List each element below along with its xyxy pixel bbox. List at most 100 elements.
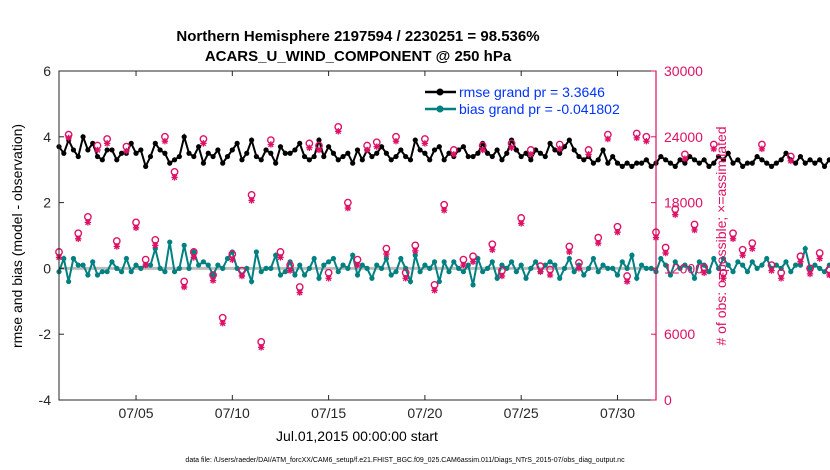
rmse-point (244, 150, 250, 156)
legend-box (420, 80, 648, 120)
bias-point (764, 255, 770, 262)
obs-assimilated-point (749, 245, 756, 252)
bias-point (744, 269, 751, 275)
obs-assimilated-point (546, 271, 554, 279)
bias-point (561, 265, 568, 271)
rmse-point (634, 160, 640, 166)
legend-rmse-label: rmse grand pr = 3.3646 (459, 84, 605, 100)
bias-point (480, 269, 486, 275)
rmse-point (75, 153, 81, 160)
rmse-point (489, 153, 495, 160)
obs-assimilated-point (363, 146, 371, 154)
rmse-point (484, 150, 491, 156)
rmse-point (499, 157, 505, 163)
obs-assimilated-point (440, 207, 448, 214)
bias-point (90, 259, 96, 265)
rmse-point (191, 153, 197, 160)
y-right-tick-label: 12000 (664, 260, 703, 276)
bias-point (205, 262, 211, 268)
rmse-point (176, 153, 182, 160)
rmse-point (773, 160, 779, 166)
obs-assimilated-point (662, 249, 669, 257)
obs-assimilated-point (238, 272, 246, 280)
rmse-point (701, 157, 707, 163)
rmse-point (85, 147, 91, 153)
bias-point (581, 272, 587, 278)
bias-point (224, 255, 231, 262)
rmse-point (817, 157, 823, 163)
bias-point (123, 255, 130, 262)
rmse-point (427, 157, 433, 163)
obs-assimilated-point (826, 271, 830, 279)
obs-assimilated-point (306, 144, 313, 151)
bias-point (682, 262, 688, 268)
bias-point (667, 272, 674, 278)
obs-possible-point (690, 220, 699, 229)
obs-assimilated-point (315, 146, 323, 154)
y-left-tick-label: 6 (43, 63, 51, 79)
bias-point (677, 265, 683, 271)
data-file-footer: data file: /Users/raeder/DAI/ATM_forcXX/… (185, 457, 625, 464)
rmse-point (282, 150, 288, 156)
rmse-point (542, 153, 548, 160)
bias-point (398, 255, 404, 262)
bias-point (176, 265, 182, 271)
obs-assimilated-point (527, 151, 535, 158)
bias-point (253, 249, 259, 255)
bias-point (200, 259, 207, 265)
obs-assimilated-point (681, 155, 689, 162)
bias-point (412, 252, 418, 258)
bias-point (663, 262, 669, 268)
obs-assimilated-point (180, 283, 188, 291)
obs-assimilated-point (469, 258, 477, 266)
bias-point (754, 265, 760, 271)
rmse-point (70, 147, 77, 153)
rmse-point (417, 147, 423, 153)
obs-assimilated-point (508, 144, 515, 151)
bias-point (523, 275, 529, 281)
bias-point (629, 252, 635, 258)
rmse-point (812, 160, 818, 166)
rmse-point (441, 157, 447, 163)
rmse-point (821, 163, 828, 170)
obs-assimilated-point (537, 268, 544, 275)
rmse-point (518, 153, 524, 160)
bias-point (513, 269, 519, 275)
bias-point (807, 265, 813, 271)
bias-point (494, 275, 500, 281)
bias-point (340, 262, 346, 268)
rmse-point (715, 153, 722, 160)
rmse-point (735, 157, 741, 163)
x-tick-label: 07/10 (215, 405, 250, 421)
obs-assimilated-point (123, 147, 130, 155)
obs-assimilated-point (325, 275, 332, 282)
rmse-point (316, 137, 322, 143)
rmse-point (350, 160, 356, 166)
obs-assimilated-point (200, 140, 207, 147)
bias-point (456, 265, 462, 271)
bias-point (345, 265, 351, 271)
rmse-point (138, 147, 144, 153)
obs-assimilated-point (556, 145, 563, 153)
bias-point (687, 265, 693, 271)
obs-assimilated-point (94, 146, 101, 154)
rmse-point (807, 157, 813, 163)
bias-point (585, 265, 592, 271)
bias-point (749, 259, 755, 265)
bias-point (157, 265, 163, 271)
rmse-point (672, 163, 678, 170)
rmse-point (523, 150, 529, 156)
rmse-point (80, 134, 86, 140)
rmse-point (711, 160, 717, 166)
rmse-point (740, 163, 746, 170)
bias-point (311, 255, 317, 262)
obs-assimilated-point (700, 269, 708, 276)
obs-assimilated-point (421, 140, 429, 147)
bias-point (220, 265, 226, 271)
rmse-point (210, 153, 216, 160)
bias-point (518, 262, 524, 268)
rmse-point (566, 137, 572, 143)
obs-assimilated-point (720, 275, 727, 282)
bias-point (292, 272, 298, 278)
bias-point (484, 265, 491, 271)
